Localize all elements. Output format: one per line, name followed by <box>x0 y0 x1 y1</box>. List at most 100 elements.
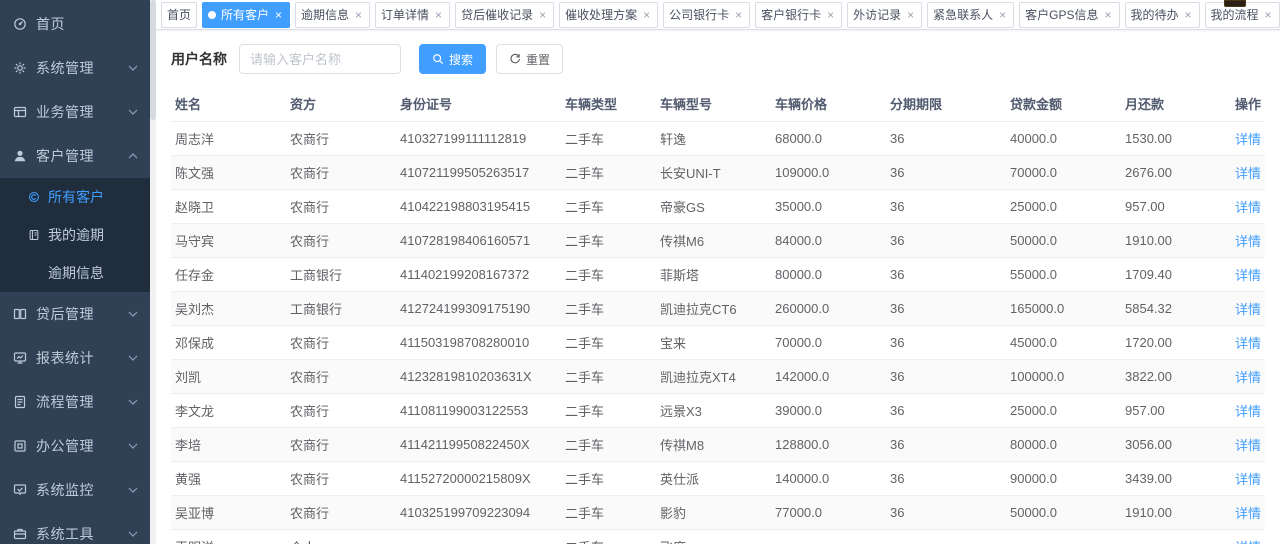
office-icon <box>13 439 27 453</box>
table-row: 邓保成 农商行 411503198708280010 二手车 宝来 70000.… <box>171 325 1265 360</box>
tab[interactable]: 所有客户 × <box>202 1 291 28</box>
tab[interactable]: 贷后催收记录 × <box>455 1 555 28</box>
table-header-cell: 车辆类型 <box>561 86 656 122</box>
detail-link[interactable]: 详情 <box>1234 234 1261 249</box>
cell-vehicle-price: 39000.0 <box>771 393 886 428</box>
tab-label: 催收处理方案 <box>565 8 638 22</box>
search-form: 用户名称 搜索 重置 <box>171 44 1265 74</box>
cell-monthly-payment: 1910.00 <box>1121 495 1211 530</box>
cell-monthly-payment: 1720.00 <box>1121 325 1211 360</box>
book-icon <box>28 229 40 241</box>
sidebar-item-system-monitor[interactable]: 系统监控 <box>0 468 150 512</box>
sidebar-item-process-mgmt[interactable]: 流程管理 <box>0 380 150 424</box>
tab-label: 紧急联系人 <box>933 8 994 22</box>
cell-vehicle-price: 84000.0 <box>771 223 886 258</box>
sidebar-item-label: 办公管理 <box>36 438 94 454</box>
cell-vehicle-price: 70000.0 <box>771 325 886 360</box>
columns-icon <box>13 307 27 321</box>
cell-loan-amount <box>1006 529 1121 544</box>
tab[interactable]: 逾期信息 × <box>295 1 371 28</box>
cell-term: 36 <box>886 359 1006 394</box>
close-tab-icon[interactable]: × <box>827 7 835 22</box>
sidebar-item-label: 系统工具 <box>36 526 94 542</box>
magnifier-icon <box>432 53 444 65</box>
close-tab-icon[interactable]: × <box>355 7 363 22</box>
tab[interactable]: 首页 <box>161 1 198 28</box>
close-tab-icon[interactable]: × <box>1184 7 1192 22</box>
sidebar-item-my-overdue[interactable]: 我的逾期 <box>0 216 150 254</box>
tab[interactable]: 外访记录 × <box>847 1 923 28</box>
detail-link[interactable]: 详情 <box>1234 132 1261 147</box>
sidebar-item-label: 贷后管理 <box>36 306 94 322</box>
sidebar-nav: 首页 系统管理 业务管理 客户管理 所有客户 我的逾期 <box>0 0 150 544</box>
detail-link[interactable]: 详情 <box>1234 166 1261 181</box>
table-row: 赵晓卫 农商行 410422198803195415 二手车 帝豪GS 3500… <box>171 189 1265 224</box>
cell-vehicle-model: 飞度 <box>656 529 771 544</box>
close-tab-icon[interactable]: × <box>1264 7 1272 22</box>
table-header-cell: 车辆型号 <box>656 86 771 122</box>
close-tab-icon[interactable]: × <box>907 7 915 22</box>
reset-button[interactable]: 重置 <box>496 44 564 74</box>
sidebar-item-home[interactable]: 首页 <box>0 2 150 46</box>
cell-term: 36 <box>886 461 1006 496</box>
detail-link[interactable]: 详情 <box>1234 404 1261 419</box>
detail-link[interactable]: 详情 <box>1235 540 1261 544</box>
detail-link[interactable]: 详情 <box>1234 200 1261 215</box>
cell-term: 36 <box>886 393 1006 428</box>
table-header-cell: 身份证号 <box>396 86 561 122</box>
tab[interactable]: 订单详情 × <box>375 1 451 28</box>
table-row: 刘凯 农商行 41232819810203631X 二手车 凯迪拉克XT4 14… <box>171 359 1265 394</box>
chevron-down-icon <box>128 443 138 449</box>
search-button[interactable]: 搜索 <box>419 44 487 74</box>
cell-monthly-payment: 1910.00 <box>1121 223 1211 258</box>
sidebar-item-overdue-info[interactable]: 逾期信息 <box>0 254 150 292</box>
search-button-label: 搜索 <box>449 52 474 67</box>
cell-id-number: 41152720000215809X <box>396 461 561 496</box>
avatar[interactable] <box>1224 0 1246 7</box>
detail-link[interactable]: 详情 <box>1234 472 1261 487</box>
tab[interactable]: 客户银行卡 × <box>755 1 843 28</box>
detail-link[interactable]: 详情 <box>1234 370 1261 385</box>
tab[interactable]: 紧急联系人 × <box>927 1 1015 28</box>
tab[interactable]: 我的待办 × <box>1124 1 1200 28</box>
cell-vehicle-price: 80000.0 <box>771 257 886 292</box>
cell-monthly-payment: 957.00 <box>1121 189 1211 224</box>
cell-actions: 详情 <box>1211 189 1265 224</box>
detail-link[interactable]: 详情 <box>1234 438 1261 453</box>
sidebar-item-business-mgmt[interactable]: 业务管理 <box>0 90 150 134</box>
scrollbar-thumb[interactable] <box>150 0 156 120</box>
tab[interactable]: 客户GPS信息 × <box>1019 1 1120 28</box>
sidebar-item-office-mgmt[interactable]: 办公管理 <box>0 424 150 468</box>
detail-link[interactable]: 详情 <box>1234 506 1261 521</box>
detail-link[interactable]: 详情 <box>1234 336 1261 351</box>
tab[interactable]: 公司银行卡 × <box>663 1 751 28</box>
detail-link[interactable]: 详情 <box>1234 268 1261 283</box>
table-header-cell: 贷款金额 <box>1006 86 1121 122</box>
cell-id-number: 412724199309175190 <box>396 291 561 326</box>
cell-vehicle-type: 二手车 <box>561 291 656 326</box>
sidebar-scrollbar[interactable] <box>150 0 156 544</box>
close-tab-icon[interactable]: × <box>1104 7 1112 22</box>
close-tab-icon[interactable]: × <box>999 7 1007 22</box>
tab-label: 客户GPS信息 <box>1025 8 1099 22</box>
cell-name: 邓保成 <box>171 325 286 360</box>
close-tab-icon[interactable]: × <box>435 7 443 22</box>
cell-id-number: 410325199709223094 <box>396 495 561 530</box>
detail-link[interactable]: 详情 <box>1234 302 1261 317</box>
close-tab-icon[interactable]: × <box>643 7 651 22</box>
sidebar-item-postloan-mgmt[interactable]: 贷后管理 <box>0 292 150 336</box>
customer-name-input[interactable] <box>239 44 401 74</box>
close-tab-icon[interactable]: × <box>735 7 743 22</box>
sidebar-item-all-customers[interactable]: 所有客户 <box>0 178 150 216</box>
table-row: 王明洋 个人 二手车 飞度 详情 <box>171 529 1265 544</box>
sidebar-item-system-tools[interactable]: 系统工具 <box>0 512 150 544</box>
page-content: 用户名称 搜索 重置 姓名资方身份证号车辆类型车辆型号车辆价格分期期限贷款金额月… <box>156 30 1280 544</box>
sidebar-item-customer-mgmt[interactable]: 客户管理 <box>0 134 150 178</box>
sidebar-item-system-mgmt[interactable]: 系统管理 <box>0 46 150 90</box>
tab[interactable]: 催收处理方案 × <box>559 1 659 28</box>
sidebar-item-report-stats[interactable]: 报表统计 <box>0 336 150 380</box>
cell-loan-amount: 25000.0 <box>1006 393 1121 428</box>
close-tab-icon[interactable]: × <box>539 7 547 22</box>
close-tab-icon[interactable]: × <box>275 7 283 22</box>
cell-loan-amount: 80000.0 <box>1006 427 1121 462</box>
